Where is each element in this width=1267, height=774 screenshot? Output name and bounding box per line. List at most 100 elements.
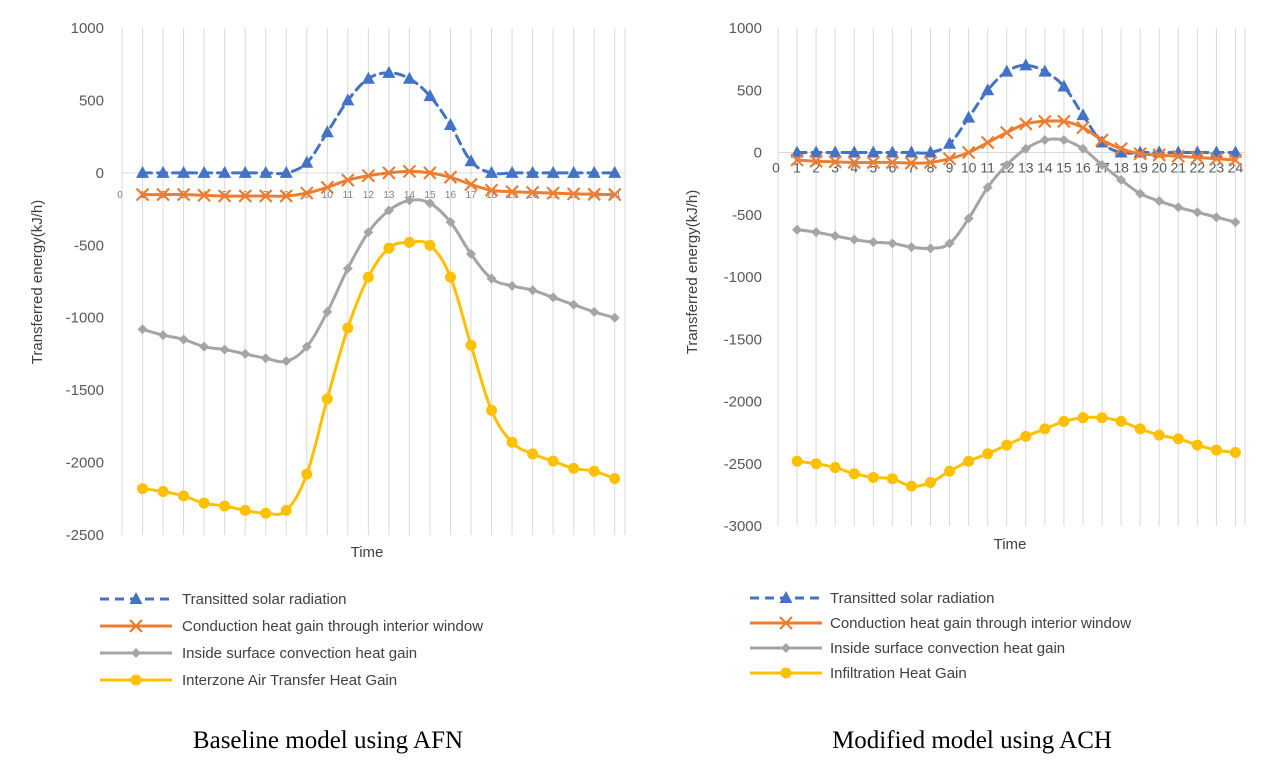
x-tick-label: 13 bbox=[383, 190, 395, 201]
data-point bbox=[1057, 114, 1071, 129]
series-line bbox=[141, 71, 617, 176]
data-point bbox=[301, 341, 312, 352]
data-point bbox=[1058, 415, 1070, 427]
data-point bbox=[828, 155, 842, 169]
x-tick-label: 0 bbox=[117, 190, 123, 201]
marker-stroke bbox=[505, 184, 519, 199]
data-point bbox=[321, 393, 333, 405]
data-point bbox=[961, 145, 976, 160]
y-tick-label: 500 bbox=[79, 92, 104, 109]
y-tick-label: -2500 bbox=[66, 527, 104, 544]
data-point bbox=[197, 165, 211, 178]
data-point bbox=[158, 330, 169, 341]
marker-stroke bbox=[999, 125, 1014, 140]
data-point bbox=[137, 483, 149, 495]
series-line bbox=[141, 239, 617, 516]
series-1 bbox=[790, 58, 1242, 158]
data-point bbox=[279, 189, 294, 203]
data-point bbox=[382, 166, 396, 180]
figure-caption: Baseline model using AFN bbox=[193, 727, 463, 754]
marker-stroke bbox=[443, 170, 458, 184]
data-point bbox=[197, 188, 211, 203]
data-point bbox=[1019, 117, 1033, 131]
data-point bbox=[1076, 108, 1090, 121]
data-point bbox=[982, 182, 993, 193]
data-point bbox=[923, 155, 938, 170]
gridlines bbox=[777, 28, 1246, 526]
marker-stroke bbox=[238, 189, 252, 203]
series-line bbox=[141, 169, 617, 198]
data-point bbox=[1038, 64, 1052, 77]
data-point bbox=[1095, 133, 1109, 147]
marker-stroke bbox=[464, 177, 478, 192]
y-tick-label: -1500 bbox=[724, 331, 762, 348]
data-point bbox=[791, 455, 803, 467]
marker-stroke bbox=[279, 189, 294, 203]
data-point bbox=[568, 462, 580, 474]
data-point bbox=[828, 145, 842, 158]
data-point bbox=[178, 334, 189, 345]
x-tick-label: 21 bbox=[548, 190, 560, 201]
data-point bbox=[443, 118, 457, 131]
x-tick-label: 21 bbox=[1170, 160, 1186, 176]
marker-stroke bbox=[1171, 149, 1186, 164]
legend-label: Interzone Air Transfer Heat Gain bbox=[182, 672, 397, 689]
data-point bbox=[135, 187, 150, 202]
data-point bbox=[1039, 423, 1051, 435]
data-point bbox=[886, 473, 898, 485]
marker-stroke bbox=[525, 185, 540, 200]
data-point bbox=[260, 353, 271, 364]
marker-stroke bbox=[779, 616, 793, 630]
data-point bbox=[341, 93, 355, 106]
data-point bbox=[999, 125, 1014, 140]
data-point bbox=[137, 324, 148, 335]
data-point bbox=[1152, 148, 1167, 162]
data-point bbox=[403, 236, 415, 248]
legend-label: Conduction heat gain through interior wi… bbox=[830, 615, 1131, 632]
y-tick-label: -500 bbox=[732, 207, 762, 224]
legend-item: Conduction heat gain through interior wi… bbox=[100, 618, 483, 635]
data-point bbox=[982, 448, 994, 460]
legend-item: Inside surface convection heat gain bbox=[750, 640, 1065, 657]
x-tick-label: 11 bbox=[980, 160, 995, 176]
x-tick-label: 16 bbox=[1075, 160, 1091, 176]
data-point bbox=[1173, 202, 1184, 213]
data-point bbox=[609, 312, 620, 323]
data-point bbox=[568, 299, 579, 310]
data-point bbox=[383, 205, 394, 216]
x-tick-label: 0 bbox=[772, 160, 780, 176]
series-1 bbox=[136, 65, 622, 178]
data-point bbox=[444, 271, 456, 283]
marker-stroke bbox=[361, 168, 376, 183]
legend: Transitted solar radiation Conduction hea… bbox=[750, 590, 1131, 682]
marker-stroke bbox=[484, 183, 499, 198]
marker-stroke bbox=[1152, 148, 1167, 162]
data-point bbox=[485, 165, 499, 178]
marker-stroke bbox=[942, 151, 957, 166]
data-point bbox=[443, 170, 458, 184]
data-point bbox=[1171, 149, 1186, 164]
data-point bbox=[527, 285, 538, 296]
data-point bbox=[588, 465, 600, 477]
data-point bbox=[1134, 423, 1146, 435]
marker-stroke bbox=[790, 153, 804, 167]
marker-stroke bbox=[320, 180, 335, 195]
x-tick-label: 22 bbox=[1190, 160, 1206, 176]
series-3 bbox=[137, 195, 620, 367]
legend-label: Infiltration Heat Gain bbox=[830, 665, 967, 682]
marker-stroke bbox=[129, 619, 143, 633]
data-point bbox=[1096, 412, 1108, 424]
marker-stroke bbox=[1228, 153, 1243, 167]
data-point bbox=[981, 83, 995, 96]
legend-label: Inside surface convection heat gain bbox=[182, 645, 417, 662]
data-point bbox=[904, 156, 919, 170]
data-point bbox=[548, 292, 559, 303]
marker-stroke bbox=[197, 188, 211, 203]
data-point bbox=[136, 165, 150, 178]
legend-item: Inside surface convection heat gain bbox=[100, 645, 417, 662]
data-point bbox=[866, 145, 880, 158]
data-point bbox=[867, 471, 879, 483]
x-tick-label: 14 bbox=[404, 190, 416, 201]
data-point bbox=[847, 155, 862, 170]
series-line bbox=[795, 63, 1237, 155]
